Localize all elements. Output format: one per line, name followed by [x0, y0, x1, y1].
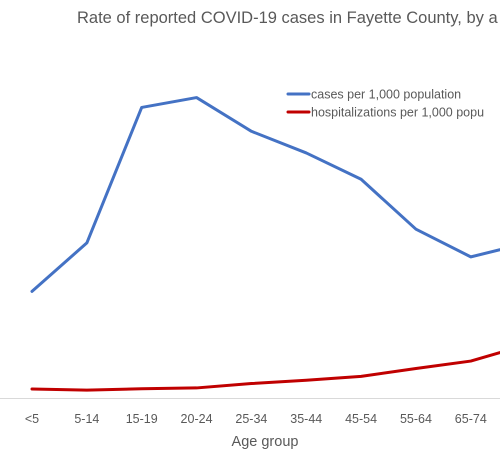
legend-label: cases per 1,000 population — [311, 88, 461, 102]
series-hospitalizations — [32, 345, 500, 390]
x-tick-label: 20-24 — [181, 412, 213, 426]
x-tick-label: 35-44 — [290, 412, 322, 426]
legend: cases per 1,000 population hospitalizatio… — [288, 88, 484, 120]
x-axis-title: Age group — [232, 434, 299, 450]
legend-label: hospitalizations per 1,000 popu — [311, 106, 484, 120]
x-tick-label: 25-34 — [235, 412, 267, 426]
chart-title: Rate of reported COVID-19 cases in Fayet… — [77, 9, 498, 27]
plot-area — [32, 98, 500, 391]
x-tick-label: <5 — [25, 412, 39, 426]
x-axis: <5 5-14 15-19 20-24 25-34 35-44 45-54 55-64 65-7… — [0, 399, 500, 427]
x-tick-label: 45-54 — [345, 412, 377, 426]
series-cases — [32, 98, 500, 292]
series-line — [32, 345, 500, 390]
x-tick-label: 65-74 — [455, 412, 487, 426]
series-line — [32, 98, 500, 292]
x-tick-label: 55-64 — [400, 412, 432, 426]
x-tick-label: 15-19 — [126, 412, 158, 426]
x-tick-label: 5-14 — [74, 412, 99, 426]
